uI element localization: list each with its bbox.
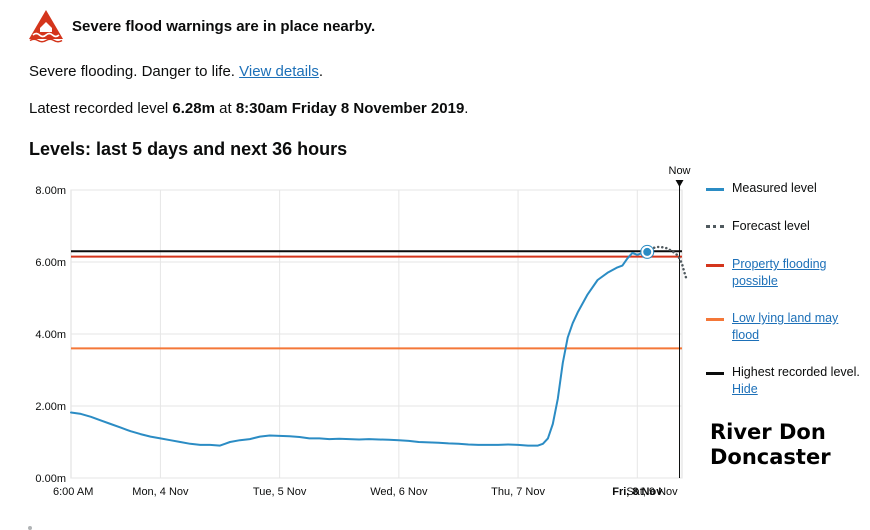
latest-point-marker [641, 245, 654, 258]
y-tick-label: 2.00m [35, 401, 66, 413]
legend-label: Measured level [732, 181, 817, 195]
legend-text: Forecast level [732, 218, 862, 235]
legend-text: Low lying land may flood [732, 310, 862, 344]
latest-level-line: Latest recorded level 6.28m at 8:30am Fr… [29, 100, 468, 117]
now-marker [675, 180, 684, 187]
legend-swatch [706, 188, 724, 191]
x-tick-label: Wed, 6 Nov [370, 486, 428, 498]
legend-link[interactable]: Hide [732, 382, 758, 396]
legend-text: Highest recorded level. Hide [732, 364, 862, 398]
warning-text: Severe flood warnings are in place nearb… [72, 17, 376, 35]
legend-swatch [706, 264, 724, 267]
legend-text: Property flooding possible [732, 256, 862, 290]
legend-link[interactable]: Low lying land may flood [732, 311, 839, 342]
flood-warning-icon [29, 10, 63, 43]
x-tick-label: Thu, 7 Nov [491, 486, 545, 498]
x-tick-label: Fri, 8 Nov [612, 486, 663, 498]
y-tick-label: 8.00m [35, 185, 66, 197]
latest-value: 6.28m [172, 100, 215, 117]
x-tick-label: Tue, 5 Nov [253, 486, 307, 498]
x-tick-label: 6:00 AM [53, 486, 93, 498]
legend-label: Forecast level [732, 219, 810, 233]
summary-line: Severe flooding. Danger to life. View de… [29, 63, 323, 80]
legend-swatch [706, 318, 724, 321]
chart-heading: Levels: last 5 days and next 36 hours [29, 139, 348, 159]
y-tick-label: 6.00m [35, 257, 66, 269]
legend-link[interactable]: Property flooding possible [732, 257, 827, 288]
legend-swatch [706, 372, 724, 375]
legend-text: Measured level [732, 180, 862, 197]
now-label: Now [669, 165, 691, 177]
measured-level-line [70, 250, 649, 447]
view-details-link[interactable]: View details [239, 63, 319, 80]
river-label: River Don Doncaster [710, 420, 831, 470]
x-tick-label: Mon, 4 Nov [132, 486, 189, 498]
y-tick-label: 0.00m [35, 473, 66, 485]
level-chart: 0.00m 2.00m 4.00m 6.00m 8.00m 6:00 AM Mon, 4 N… [35, 165, 691, 498]
river-name: River Don [710, 420, 826, 444]
river-location: Doncaster [710, 445, 831, 469]
y-tick-label: 4.00m [35, 329, 66, 341]
latest-prefix: Latest recorded level [29, 100, 173, 117]
legend-swatch [706, 225, 724, 228]
latest-time: 8:30am Friday 8 November 2019 [235, 100, 465, 117]
summary-after: . [318, 63, 324, 80]
summary-text: Severe flooding. Danger to life. [29, 63, 240, 80]
x-tick-label: Sat, 9 Nov [626, 486, 678, 498]
latest-mid: at [214, 100, 236, 117]
latest-suffix: . [464, 100, 469, 117]
warning-banner: Severe flood warnings are in place nearb… [28, 8, 375, 44]
decorative-dot [28, 526, 32, 530]
latest-point-ring [640, 244, 655, 259]
legend-label: Highest recorded level. [732, 365, 860, 379]
